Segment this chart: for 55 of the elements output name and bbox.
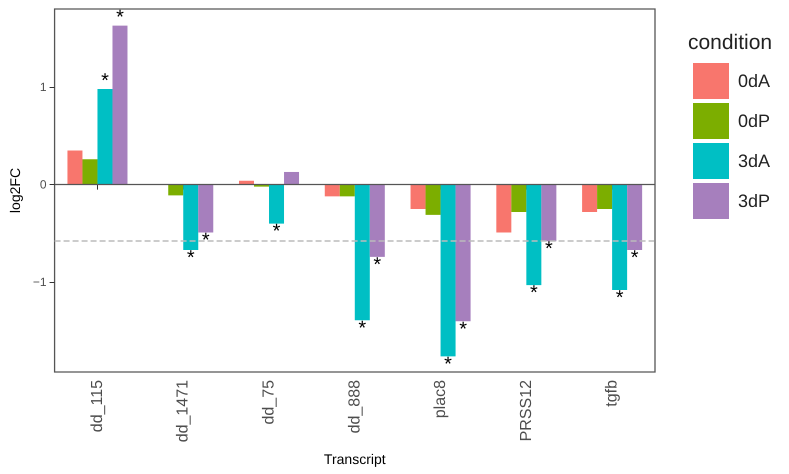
bar: [183, 184, 198, 250]
y-tick-label: −1: [32, 275, 47, 290]
data-label: *: [358, 317, 366, 340]
data-label: *: [544, 238, 553, 260]
data-label: *: [530, 282, 538, 304]
bar: [627, 184, 642, 250]
legend-label: 3dA: [738, 151, 770, 171]
data-label: *: [186, 247, 195, 270]
bar: [612, 184, 628, 290]
bar: [198, 184, 214, 232]
x-axis-title: Transcript: [324, 451, 386, 467]
y-axis-title: log2FC: [7, 168, 23, 214]
bar: [541, 184, 556, 242]
bar: [97, 89, 112, 185]
legend-label: 0dA: [738, 71, 770, 91]
data-label: *: [630, 247, 639, 270]
data-label: *: [272, 220, 281, 243]
bar: [511, 184, 526, 212]
x-tick-label: dd_115: [88, 380, 106, 432]
data-label: *: [101, 70, 110, 92]
x-tick-label: PRSS12: [518, 380, 535, 442]
legend-label: 0dP: [738, 111, 770, 131]
bar: [324, 184, 340, 196]
bar: [269, 184, 284, 224]
bar: [67, 150, 82, 185]
bar: [440, 184, 456, 356]
legend-title: condition: [688, 31, 772, 54]
bar: [284, 172, 300, 185]
bar: [597, 184, 612, 210]
bar: [526, 184, 542, 286]
bar: [456, 184, 471, 322]
bar: [340, 184, 355, 196]
y-tick-label: 0: [40, 178, 47, 192]
data-label: *: [202, 229, 210, 252]
x-tick-label: dd_888: [346, 380, 364, 434]
bar: [426, 184, 441, 215]
bar: [582, 184, 598, 212]
x-tick-label: dd_1471: [174, 380, 192, 442]
bar: [410, 184, 426, 210]
bar: [354, 184, 370, 320]
y-tick-label: 1: [40, 80, 47, 94]
data-label: *: [616, 287, 624, 310]
data-label: *: [444, 353, 452, 376]
bar: [496, 184, 512, 232]
x-tick-label: tgfb: [604, 380, 621, 407]
data-label: *: [373, 254, 382, 276]
bar: [370, 184, 385, 257]
legend-label: 3dP: [738, 191, 770, 211]
data-label: *: [116, 6, 124, 29]
bar: [112, 26, 128, 185]
bar: [168, 184, 184, 196]
bar: [82, 159, 98, 185]
data-label: *: [459, 318, 468, 340]
x-tick-label: plac8: [432, 380, 450, 418]
x-tick-label: dd_75: [260, 380, 278, 424]
